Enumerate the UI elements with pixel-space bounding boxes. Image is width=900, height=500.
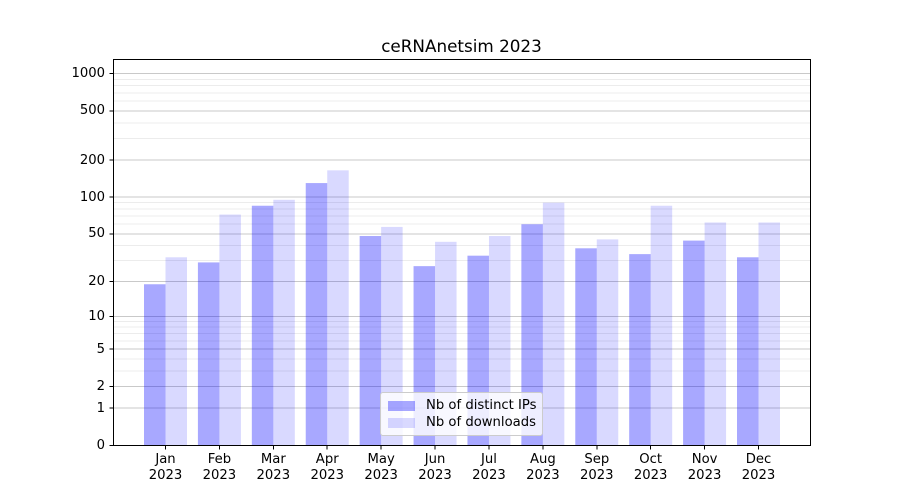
x-tick-label-nov: Nov 2023 [687,451,722,484]
y-tick-label-50: 50 [88,226,105,242]
bar-downloads-feb [219,214,241,446]
bar-downloads-jan [165,257,187,446]
legend-item-downloads: Nb of downloads [388,415,536,430]
x-tick-label-oct: Oct 2023 [633,451,668,484]
x-tick-label-jul: Jul 2023 [472,451,506,484]
bar-distinct-ips-may [359,236,382,446]
y-tick-label-20: 20 [88,274,105,290]
bar-downloads-mar [273,199,295,446]
x-tick-label-jun: Jun 2023 [418,451,452,484]
y-tick-label-1: 1 [96,400,105,416]
legend: Nb of distinct IPs Nb of downloads [380,392,543,436]
bar-distinct-ips-mar [251,205,274,446]
x-tick-label-dec: Dec 2023 [741,451,776,484]
x-tick-label-mar: Mar 2023 [256,451,291,484]
bar-downloads-oct [650,205,673,446]
x-tick-label-may: May 2023 [364,451,398,484]
y-tick-label-500: 500 [79,103,105,119]
bar-downloads-may [381,226,403,446]
bar-distinct-ips-dec [737,257,759,446]
legend-swatch-distinct-ips [388,400,415,411]
x-tick-label-aug: Aug 2023 [526,451,560,484]
y-tick-label-0: 0 [96,438,105,453]
bar-distinct-ips-sep [575,248,597,446]
bar-distinct-ips-nov [683,240,705,446]
bar-downloads-dec [758,222,780,446]
bar-distinct-ips-jan [144,284,166,446]
y-tick-label-200: 200 [79,152,105,168]
bar-downloads-aug [542,202,565,446]
bar-downloads-apr [327,170,349,446]
x-tick-label-apr: Apr 2023 [310,451,344,484]
x-tick-label-jan: Jan 2023 [148,451,183,484]
bar-distinct-ips-feb [197,262,220,446]
plot-frame [113,59,811,446]
y-tick-label-10: 10 [88,308,105,324]
y-tick-label-1000: 1000 [71,66,105,82]
legend-item-distinct-ips: Nb of distinct IPs [388,398,537,413]
x-tick-label-sep: Sep 2023 [579,451,614,484]
bar-distinct-ips-apr [305,183,328,446]
legend-label-distinct-ips: Nb of distinct IPs [426,398,537,413]
bar-distinct-ips-oct [629,254,651,446]
bar-downloads-sep [596,239,619,446]
chart-title: ceRNAnetsim 2023 [381,36,542,56]
x-tick-label-feb: Feb 2023 [202,451,237,484]
legend-label-downloads: Nb of downloads [426,415,536,430]
legend-swatch-downloads [388,417,415,428]
y-tick-label-100: 100 [79,189,105,205]
bar-distinct-ips-aug [521,224,543,446]
y-tick-label-5: 5 [96,341,105,357]
bar-downloads-nov [704,222,727,446]
y-tick-label-2: 2 [96,378,105,394]
